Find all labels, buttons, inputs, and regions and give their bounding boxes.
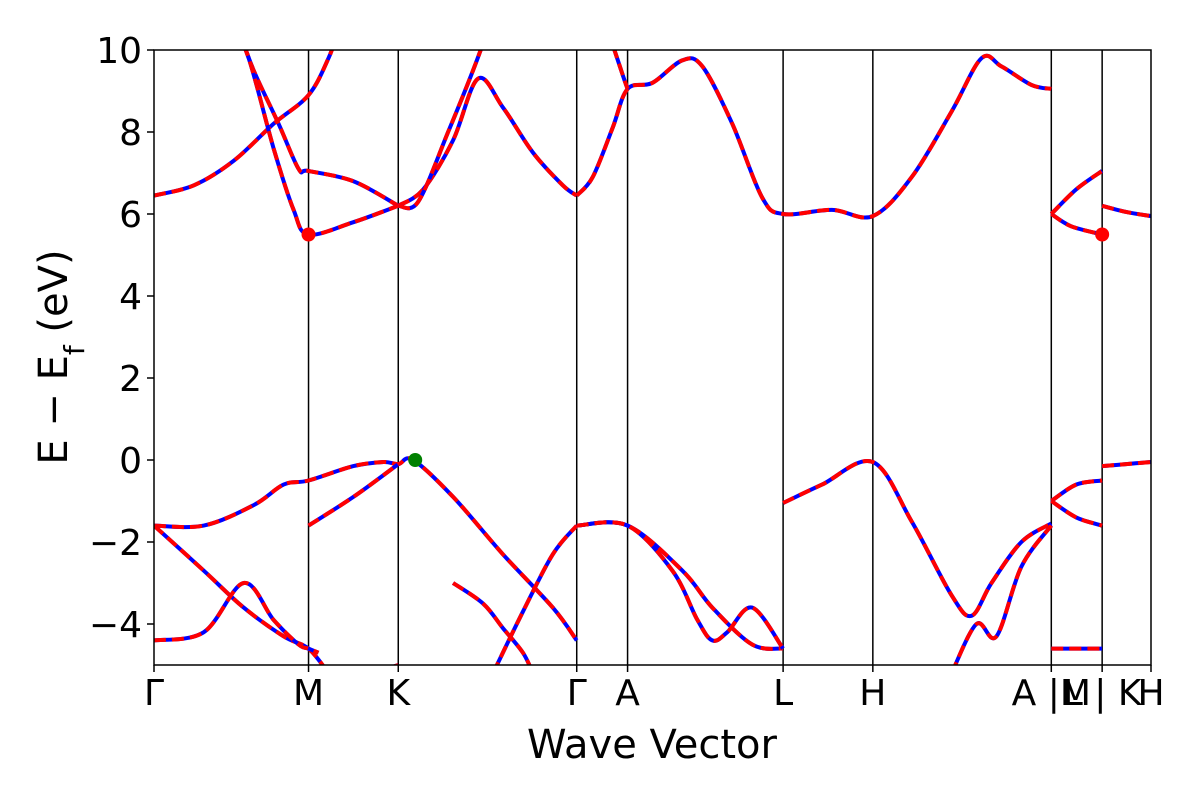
y-tick-label: 2 [119,359,142,400]
y-axis-label-sub: f [58,344,91,355]
band-edge-marker [301,227,316,242]
x-axis-label: Wave Vector [527,722,778,768]
band-line-overlay [1101,460,1151,469]
band-line [154,524,325,665]
band-lines [154,50,1151,665]
x-tick-label: Γ [144,673,164,714]
band-line-overlay [307,462,400,528]
band-line-overlay [451,581,532,665]
band-line [612,50,630,90]
band-line [243,50,399,237]
band-line-overlay [1049,169,1104,216]
band-line-overlay [782,458,1053,619]
band-line [397,50,483,211]
band-line-overlay [397,75,578,208]
plot-frame [153,49,1152,666]
band-line [154,581,320,655]
y-tick-label: 10 [96,31,142,72]
band-line-overlay [1050,212,1103,237]
band-line [451,581,532,665]
band-line-overlay [154,581,320,655]
band-line-overlay [243,50,399,237]
band-line-overlay [612,50,630,90]
y-axis-label-main: E − E [31,355,77,465]
band-line-overlay [1050,478,1103,503]
x-tick-label: H [859,673,886,714]
x-tick-label: A [615,673,640,714]
band-line-overlay [494,524,579,665]
y-tick-label: −4 [89,605,142,646]
y-axis-ticks: −4 −2 0 2 4 6 8 10 [89,31,154,646]
y-tick-label: 4 [119,277,142,318]
band-line-overlay [154,456,579,642]
band-line-overlay [397,50,483,211]
band-line-overlay [953,524,1053,665]
kpoint-vertical-lines [307,50,1103,665]
band-line [953,524,1053,665]
x-tick-label: M [293,673,324,714]
band-line-overlay [1050,499,1103,528]
band-line-overlay [243,50,400,208]
y-tick-label: −2 [89,523,142,564]
band-line-overlay [1101,203,1151,219]
x-tick-label: L [773,673,793,714]
band-line [243,50,400,208]
x-tick-label: H [1137,673,1164,714]
band-edge-marker [1095,227,1110,242]
y-tick-label: 8 [119,113,142,154]
band-line [575,53,1052,220]
band-line-overlay [154,50,334,198]
x-tick-label: A |M [1012,673,1091,714]
x-tick-label: K [386,673,411,714]
y-tick-label: 0 [119,441,142,482]
x-tick-label: Γ [567,673,587,714]
band-line [391,663,399,665]
band-edge-markers [301,227,1110,467]
band-edge-marker [408,453,423,467]
band-line-overlay [576,520,785,650]
y-tick-label: 6 [119,195,142,236]
band-line-overlay [391,663,399,665]
y-axis-label: E − Ef (eV) [31,249,91,464]
y-axis-label-unit: (eV) [31,249,77,345]
x-tick-label: L | K [1063,673,1143,714]
band-line-overlay [575,53,1052,220]
